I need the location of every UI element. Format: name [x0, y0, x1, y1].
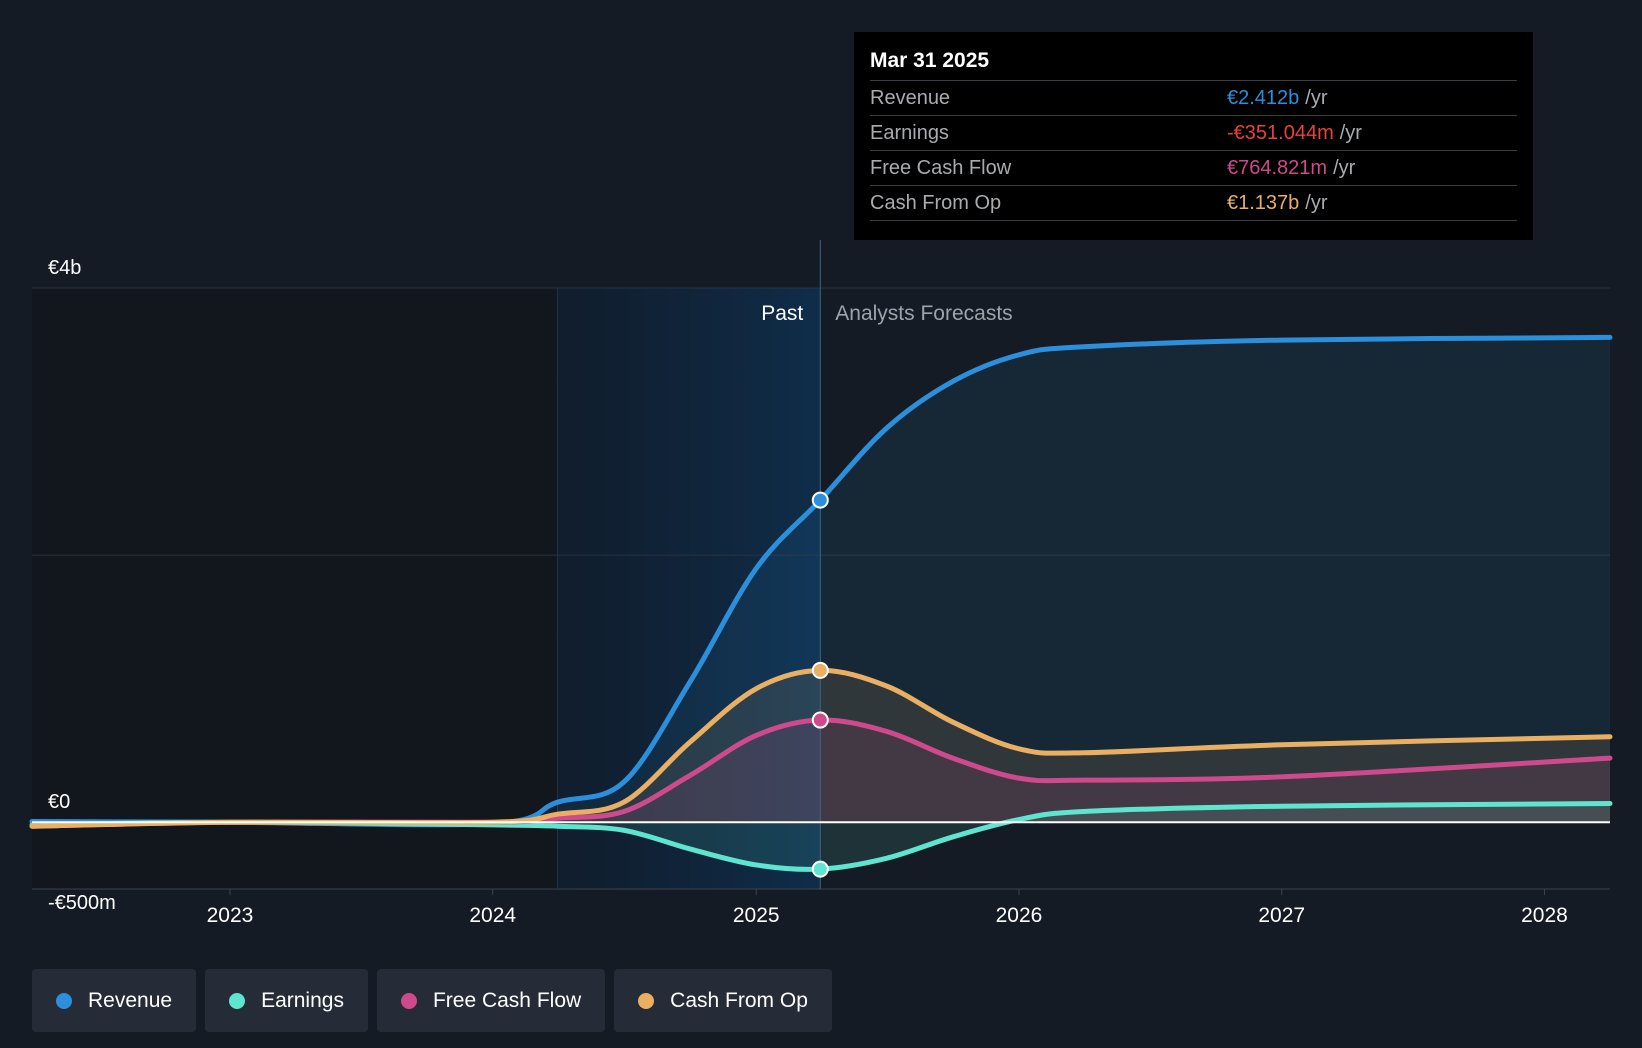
free-cash-flow-point	[811, 711, 829, 729]
x-tick-label: 2027	[1258, 904, 1305, 927]
revenue-point	[811, 491, 829, 509]
x-tick-label: 2026	[996, 904, 1043, 927]
legend-label: Free Cash Flow	[432, 988, 582, 1012]
tooltip-label: Free Cash Flow	[870, 157, 1012, 179]
tooltip-unit: /yr	[1333, 157, 1356, 179]
legend-dot	[400, 992, 417, 1009]
x-tick-label: 2024	[469, 904, 516, 927]
tooltip-unit: /yr	[1305, 87, 1328, 109]
legend-label: Earnings	[261, 988, 344, 1012]
tooltip-label: Cash From Op	[870, 192, 1002, 214]
tooltip-value: -€351.044m	[1227, 122, 1334, 144]
tooltip-row-revenue: Revenue €2.412b /yr	[870, 81, 1517, 116]
tooltip-row-earnings: Earnings -€351.044m /yr	[870, 116, 1517, 151]
earnings-point	[811, 860, 829, 878]
tooltip-value: €2.412b	[1227, 87, 1300, 109]
earnings-area	[32, 803, 1610, 870]
y-tick-label: €0	[48, 791, 70, 813]
tooltip-unit: /yr	[1305, 192, 1328, 214]
y-tick-label: €4b	[48, 257, 81, 279]
cash-from-op-area	[32, 670, 1610, 827]
revenue-area	[32, 337, 1610, 825]
legend-label: Revenue	[88, 988, 173, 1012]
free-cash-flow-area	[32, 719, 1610, 827]
tooltip-label: Earnings	[870, 122, 949, 144]
tooltip-unit: /yr	[1339, 122, 1362, 144]
tooltip-value: €764.821m	[1227, 157, 1328, 179]
forecast-label: Analysts Forecasts	[835, 302, 1012, 325]
x-tick-label: 2023	[207, 904, 254, 927]
tooltip: Mar 31 2025 Revenue €2.412b /yr Earnings…	[854, 32, 1533, 240]
x-tick-label: 2025	[733, 904, 780, 927]
legend-dot	[638, 992, 655, 1009]
highlight-band	[557, 288, 821, 889]
tooltip-row-free-cash-flow: Free Cash Flow €764.821m /yr	[870, 151, 1517, 186]
legend-item-revenue[interactable]: Revenue	[32, 969, 197, 1032]
tooltip-row-cash-from-op: Cash From Op €1.137b /yr	[870, 186, 1517, 221]
legend-item-free-cash-flow[interactable]: Free Cash Flow	[376, 969, 606, 1032]
legend: Revenue Earnings Free Cash Flow Cash Fro…	[32, 969, 832, 1032]
tooltip-date: Mar 31 2025	[870, 46, 1517, 81]
past-label: Past	[761, 302, 803, 325]
legend-item-earnings[interactable]: Earnings	[205, 969, 368, 1032]
y-tick-label: -€500m	[48, 892, 116, 914]
legend-dot	[56, 992, 72, 1009]
past-shade	[32, 288, 558, 889]
tooltip-label: Revenue	[870, 87, 951, 109]
x-tick-label: 2028	[1521, 904, 1568, 927]
legend-dot	[229, 992, 246, 1009]
legend-label: Cash From Op	[670, 988, 808, 1012]
legend-item-cash-from-op[interactable]: Cash From Op	[614, 969, 832, 1032]
cash-from-op-point	[811, 661, 829, 679]
tooltip-value: €1.137b	[1227, 192, 1300, 214]
